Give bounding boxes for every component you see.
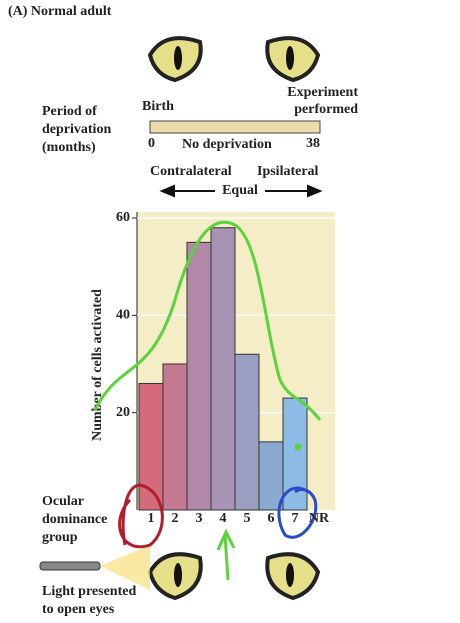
y-tick-label: 60 [116,210,130,225]
x-tick-label: 6 [268,511,275,526]
panel-title: (A) Normal adult [8,4,112,19]
period-label: deprivation [42,122,111,137]
eye [265,552,321,601]
x-axis-label: group [42,530,78,545]
experiment-label: Experiment [287,85,358,100]
annotations [93,220,322,581]
x-tick-label: 7 [292,511,299,526]
bar [258,441,284,511]
light-label: to open eyes [42,602,115,617]
x-axis-label: Ocular [42,494,84,509]
timeline-start: 0 [148,136,155,151]
y-axis-label: Number of cells activated [90,289,105,441]
x-tick-label: 2 [172,511,179,526]
timeline-end: 38 [306,136,320,151]
y-tick-label: 20 [116,405,130,420]
bar [234,353,260,511]
x-tick-label: NR [309,511,330,526]
timeline-label: No deprivation [182,137,272,152]
contralateral-label: Contralateral [150,164,232,179]
bar [210,227,236,511]
bar [186,241,212,511]
bar [162,363,188,511]
eye [147,552,203,601]
light-label: Light presented [42,584,136,599]
y-tick-label: 40 [116,308,130,323]
x-tick-label: 1 [148,511,155,526]
x-tick-label: 3 [196,511,203,526]
ipsilateral-label: Ipsilateral [257,164,319,179]
direction-arrows [159,184,323,198]
x-axis-label: dominance [42,512,107,527]
period-label: Period of [42,104,97,119]
light-source [39,545,150,590]
timeline-bar [149,120,321,134]
birth-label: Birth [142,99,174,114]
equal-label: Equal [222,183,258,198]
x-tick-label: 4 [220,511,227,526]
experiment-label: performed [294,102,358,117]
eye [265,36,321,83]
x-tick-label: 5 [244,511,251,526]
period-label: (months) [42,140,96,155]
eye [147,36,203,83]
